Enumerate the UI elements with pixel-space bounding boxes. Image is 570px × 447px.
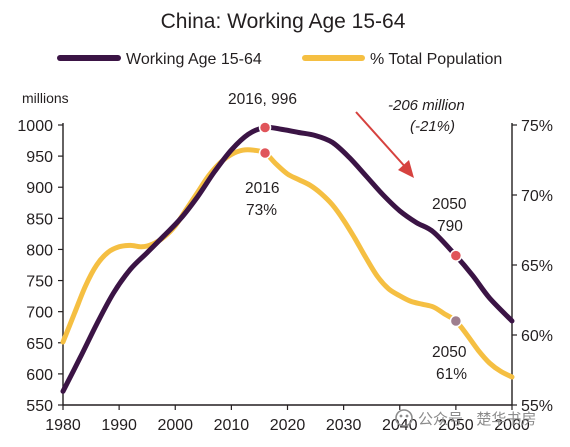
- series-line-total-population: [60, 147, 515, 380]
- label-2050-790-value: 790: [437, 218, 463, 235]
- marker-2016-total-population: [258, 146, 272, 160]
- right-tick-label: 60%: [521, 328, 553, 345]
- label-2016-73pct-value: 73%: [246, 202, 277, 219]
- label-2016-996: 2016, 996: [228, 91, 297, 108]
- right-tick-label: 70%: [521, 188, 553, 205]
- chart-title: China: Working Age 15-64: [161, 10, 406, 33]
- left-tick-label: 600: [26, 367, 53, 384]
- marker-2050-total-population: [449, 314, 463, 328]
- label-2050-61pct-year: 2050: [432, 344, 467, 361]
- marker-layer: [258, 121, 463, 328]
- left-axis-label: millions: [22, 90, 69, 106]
- x-tick-label: 2050: [438, 417, 474, 434]
- left-tick-label: 550: [26, 398, 53, 415]
- x-tick-label: 2030: [326, 417, 362, 434]
- series-line-working-age: [60, 124, 515, 394]
- decline-annotation-millions: -206 million: [388, 97, 465, 114]
- decline-arrow-shaft: [355, 111, 409, 171]
- marker-2016-working-age: [258, 121, 272, 134]
- legend-label-working-age: Working Age 15-64: [126, 51, 262, 68]
- left-tick-label: 750: [26, 274, 53, 291]
- wechat-official-account-icon: [395, 409, 413, 427]
- x-tick-label: 1980: [45, 417, 81, 434]
- left-tick-label: 800: [26, 242, 53, 259]
- x-tick-label: 2010: [214, 417, 250, 434]
- legend-label-total-population: % Total Population: [370, 51, 502, 68]
- decline-annotation-percent: (-21%): [410, 118, 455, 135]
- watermark-text: 公众号 · 楚华书房: [418, 411, 536, 428]
- label-2050-61pct-value: 61%: [436, 366, 467, 383]
- left-axis-ticks: 1000 950 900 850 800 750 700 650 600 550: [17, 118, 63, 415]
- left-tick-label: 900: [26, 180, 53, 197]
- legend: Working Age 15-64 % Total Population: [57, 51, 502, 68]
- label-2016-73pct-year: 2016: [245, 180, 279, 197]
- label-2050-790-year: 2050: [432, 196, 467, 213]
- right-tick-label: 65%: [521, 258, 553, 275]
- watermark: 公众号 · 楚华书房: [395, 409, 536, 428]
- series-layer: [60, 124, 515, 394]
- x-tick-label: 2060: [494, 417, 530, 434]
- x-tick-label: 1990: [101, 417, 137, 434]
- left-tick-label: 950: [26, 149, 53, 166]
- marker-2050-working-age: [449, 249, 463, 262]
- x-tick-label: 2020: [270, 417, 306, 434]
- axes: [62, 123, 513, 406]
- left-tick-label: 1000: [17, 118, 53, 135]
- decline-arrow-head: [398, 160, 414, 178]
- left-tick-label: 650: [26, 336, 53, 353]
- annotations: 2016, 996 2016 73% 2050 790 2050 61% -20…: [228, 91, 467, 383]
- right-axis-ticks: 75% 70% 65% 60% 55%: [512, 118, 553, 415]
- left-tick-label: 700: [26, 305, 53, 322]
- right-tick-label: 55%: [521, 398, 553, 415]
- right-tick-label: 75%: [521, 118, 553, 135]
- x-tick-label: 2000: [157, 417, 193, 434]
- left-tick-label: 850: [26, 211, 53, 228]
